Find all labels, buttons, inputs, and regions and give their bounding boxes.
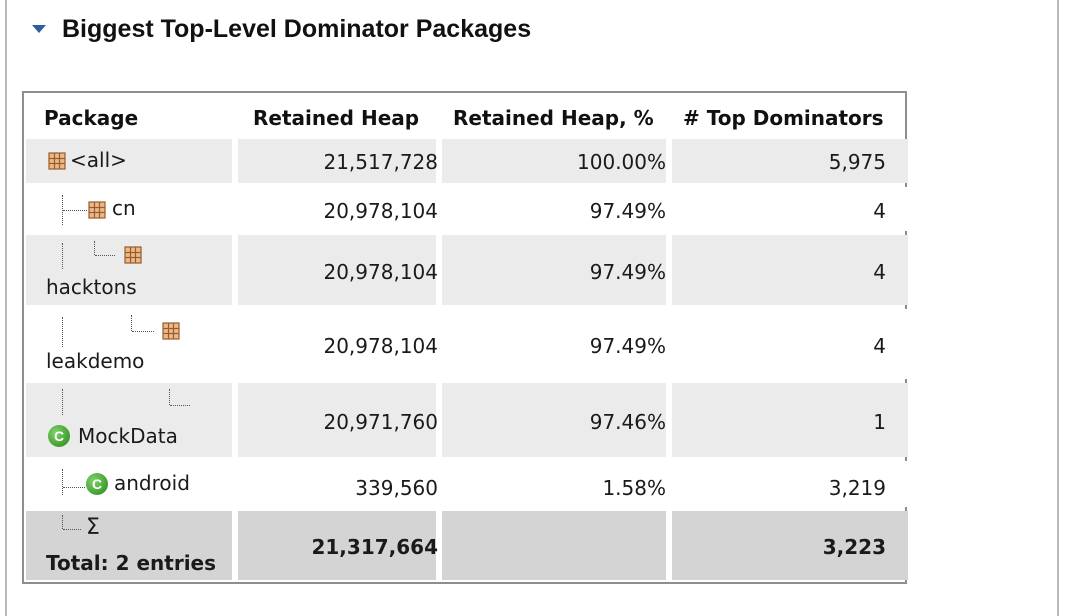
retained-heap-value: 20,978,104 (323, 199, 438, 223)
tree-connector (170, 405, 190, 406)
retained-heap-value: 20,978,104 (323, 334, 438, 358)
tree-connector (95, 255, 115, 256)
retained-heap-percent-value: 1.58% (602, 476, 666, 500)
section-header: Biggest Top-Level Dominator Packages (30, 12, 531, 46)
package-icon (162, 322, 180, 340)
right-panel-border (1057, 0, 1059, 616)
tree-connector (94, 241, 95, 255)
class-name: android (114, 471, 190, 495)
tree-connector (62, 469, 63, 495)
disclosure-triangle-down-icon[interactable] (30, 20, 48, 38)
total-top-dominators-value: 3,223 (822, 535, 886, 559)
tree-connector (131, 315, 132, 331)
table-row[interactable]: hacktons 20,978,104 97.49% 4 (26, 235, 908, 305)
class-icon: C (86, 473, 108, 495)
column-header-package[interactable]: Package (44, 106, 139, 130)
tree-connector (62, 243, 63, 269)
left-panel-border (5, 0, 7, 616)
tree-connector (62, 195, 63, 225)
package-name: hacktons (46, 275, 137, 299)
retained-heap-percent-value: 97.49% (589, 199, 666, 223)
table-row[interactable]: cn 20,978,104 97.49% 4 (26, 187, 908, 231)
tree-connector (169, 389, 170, 405)
retained-heap-value: 21,517,728 (323, 150, 438, 174)
tree-connector (62, 317, 63, 347)
tree-connector (62, 515, 63, 529)
table-row[interactable]: leakdemo 20,978,104 97.49% 4 (26, 309, 908, 379)
package-icon (124, 246, 142, 264)
tree-connector (63, 487, 85, 488)
package-name: leakdemo (46, 349, 145, 373)
top-dominators-value: 1 (873, 410, 886, 434)
package-name: <all> (70, 148, 127, 172)
package-name: cn (112, 196, 136, 220)
retained-heap-value: 339,560 (355, 476, 438, 500)
package-icon (88, 201, 106, 219)
retained-heap-value: 20,971,760 (323, 410, 438, 434)
top-dominators-value: 3,219 (828, 476, 886, 500)
top-dominators-value: 5,975 (828, 150, 886, 174)
column-header-top-dominators[interactable]: # Top Dominators (683, 106, 884, 130)
section-title: Biggest Top-Level Dominator Packages (62, 14, 532, 43)
table-row[interactable]: C MockData 20,971,760 97.46% 1 (26, 383, 908, 457)
tree-connector (132, 331, 154, 332)
total-row[interactable]: Σ Total: 2 entries 21,317,664 3,223 (26, 511, 908, 580)
package-icon (48, 152, 66, 170)
top-dominators-value: 4 (873, 199, 886, 223)
retained-heap-percent-value: 100.00% (577, 150, 666, 174)
retained-heap-value: 20,978,104 (323, 260, 438, 284)
tree-connector (62, 389, 63, 415)
total-retained-heap-value: 21,317,664 (311, 535, 438, 559)
table-row[interactable]: C android 339,560 1.58% 3,219 (26, 461, 908, 507)
top-dominators-value: 4 (873, 260, 886, 284)
retained-heap-percent-value: 97.46% (589, 410, 666, 434)
class-name: MockData (78, 424, 178, 448)
tree-connector (63, 210, 87, 211)
tree-connector (63, 529, 81, 530)
retained-heap-percent-value: 97.49% (589, 334, 666, 358)
retained-heap-percent-value: 97.49% (589, 260, 666, 284)
top-dominators-value: 4 (873, 334, 886, 358)
table-row[interactable]: <all> 21,517,728 100.00% 5,975 (26, 139, 908, 183)
class-icon: C (48, 425, 70, 447)
column-header-retained-heap-percent[interactable]: Retained Heap, % (453, 106, 654, 130)
sigma-icon: Σ (86, 515, 100, 540)
column-header-retained-heap[interactable]: Retained Heap (253, 106, 420, 130)
total-label: Total: 2 entries (46, 551, 217, 575)
